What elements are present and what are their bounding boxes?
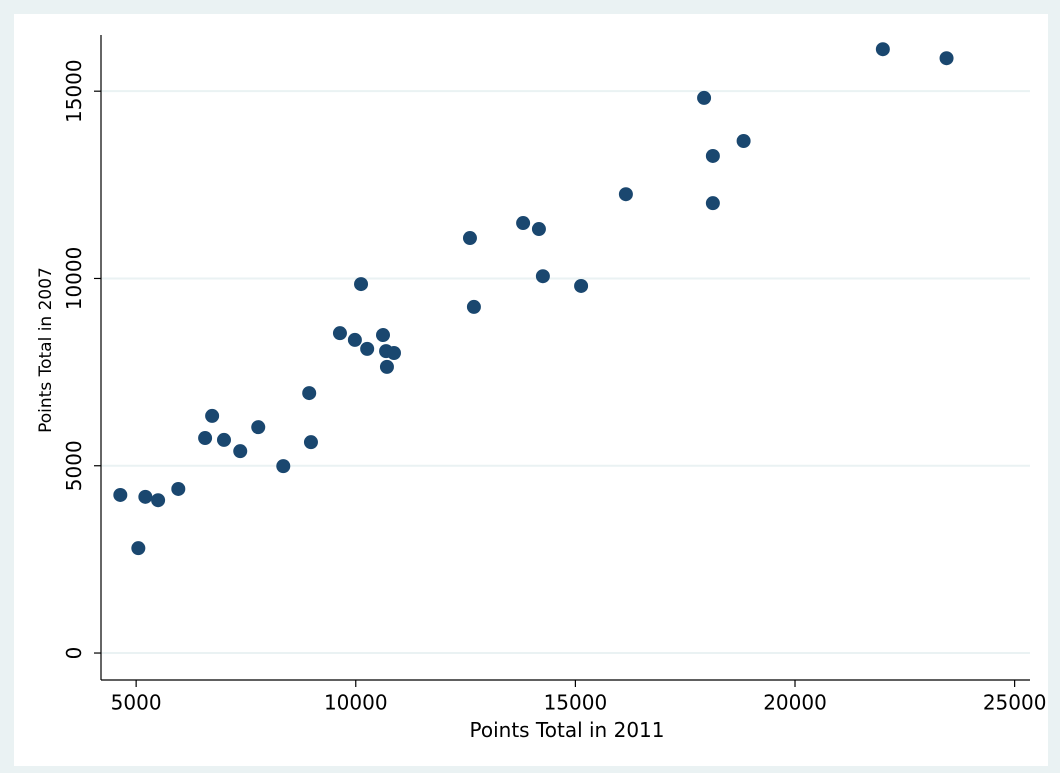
y-tick-label: 0	[62, 647, 86, 660]
point	[705, 148, 720, 163]
x-tick-label: 25000	[983, 691, 1047, 715]
point	[736, 134, 751, 149]
y-axis-title: Points Total in 2007	[36, 267, 56, 433]
point	[360, 341, 375, 356]
x-axis-title: Points Total in 2011	[470, 718, 665, 742]
point	[875, 42, 890, 57]
x-tick-label: 10000	[324, 691, 388, 715]
point	[939, 51, 954, 66]
plot-background	[14, 14, 1048, 766]
point	[276, 459, 291, 474]
point	[138, 489, 153, 504]
point	[697, 90, 712, 105]
point	[466, 299, 481, 314]
x-tick-label: 20000	[763, 691, 827, 715]
point	[618, 187, 633, 202]
point	[516, 216, 531, 231]
point	[205, 408, 220, 423]
point	[462, 231, 477, 246]
point	[332, 326, 347, 341]
point	[233, 444, 248, 459]
y-tick-label: 10000	[62, 247, 86, 311]
point	[302, 386, 317, 401]
point	[171, 481, 186, 496]
point	[113, 487, 128, 502]
point	[531, 222, 546, 237]
x-tick-label: 5000	[111, 691, 162, 715]
y-tick-label: 15000	[62, 59, 86, 123]
y-tick-label: 5000	[62, 440, 86, 491]
point	[131, 541, 146, 556]
point	[705, 196, 720, 211]
point	[354, 277, 369, 292]
point	[251, 420, 266, 435]
point	[216, 432, 231, 447]
point	[198, 431, 213, 446]
point	[386, 346, 401, 361]
point	[151, 493, 166, 508]
point	[303, 435, 318, 450]
point	[375, 328, 390, 343]
point	[574, 278, 589, 293]
point	[347, 332, 362, 347]
point	[379, 359, 394, 374]
point	[535, 269, 550, 284]
x-tick-label: 15000	[544, 691, 608, 715]
